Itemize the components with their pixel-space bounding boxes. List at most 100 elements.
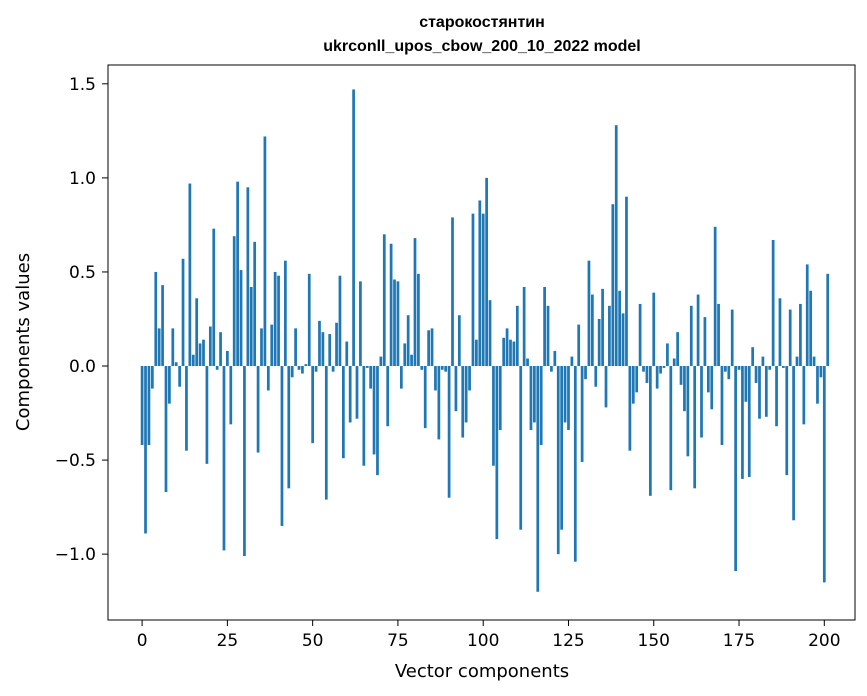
bar-102: [488, 300, 492, 367]
bar-99: [478, 200, 482, 367]
bar-113: [526, 358, 529, 367]
bar-132: [590, 294, 594, 367]
bar-12: [181, 258, 185, 367]
bar-195: [805, 264, 809, 367]
bar-24: [222, 366, 226, 551]
bar-168: [713, 226, 717, 367]
bar-40: [277, 275, 280, 367]
bar-129: [580, 366, 584, 462]
bar-182: [761, 356, 765, 367]
bar-7: [164, 366, 168, 493]
bar-27: [232, 236, 236, 367]
bars-group: [140, 89, 830, 592]
bar-111: [519, 366, 523, 530]
bar-151: [655, 366, 659, 389]
bar-67: [369, 366, 373, 389]
bar-59: [341, 366, 345, 459]
bar-58: [338, 275, 342, 367]
bar-65: [362, 366, 366, 466]
bar-64: [359, 281, 362, 367]
bar-155: [669, 366, 673, 491]
bar-171: [724, 366, 727, 372]
bar-88: [440, 366, 444, 370]
x-axis-label: Vector components: [395, 661, 569, 682]
bar-146: [638, 303, 642, 367]
bar-51: [314, 366, 318, 372]
bar-121: [553, 350, 557, 367]
bar-49: [307, 273, 311, 367]
bar-160: [686, 366, 690, 457]
bar-61: [348, 366, 352, 423]
bar-199: [819, 366, 823, 378]
bar-135: [601, 288, 604, 367]
bar-173: [730, 309, 734, 367]
bar-103: [492, 366, 495, 466]
bar-92: [454, 366, 458, 412]
bar-60: [345, 341, 349, 367]
bar-165: [703, 317, 707, 367]
bar-33: [253, 241, 257, 367]
bar-91: [451, 217, 454, 367]
x-tick-label: 50: [302, 631, 324, 651]
bar-90: [447, 366, 451, 498]
bar-97: [471, 213, 475, 367]
bar-161: [689, 305, 693, 367]
bar-157: [676, 332, 679, 367]
x-tick-label: 25: [217, 631, 239, 651]
bar-150: [652, 292, 656, 367]
bar-183: [764, 366, 768, 417]
bar-22: [215, 366, 219, 370]
bar-86: [434, 366, 437, 391]
bar-93: [457, 315, 461, 367]
bar-178: [747, 366, 751, 478]
bar-152: [659, 366, 662, 374]
bar-56: [331, 366, 335, 372]
chart-title-line1: старокостянтин: [419, 14, 545, 31]
bar-85: [430, 328, 434, 367]
bar-189: [785, 366, 789, 476]
bar-77: [403, 343, 407, 367]
bar-5: [157, 328, 161, 367]
y-tick-label: −0.5: [55, 451, 96, 471]
bar-196: [809, 290, 813, 367]
bar-186: [775, 366, 778, 427]
bar-70: [379, 356, 383, 367]
bar-117: [539, 366, 543, 446]
bar-45: [294, 328, 297, 367]
x-tick-label: 175: [723, 631, 755, 651]
bar-185: [771, 239, 775, 367]
bar-191: [792, 366, 795, 521]
bar-181: [758, 366, 761, 419]
bar-36: [263, 136, 267, 367]
bar-115: [533, 366, 536, 423]
bar-110: [515, 305, 519, 367]
y-axis-ticks: −1.0 −0.5 0.0 0.5 1.0 1.5: [55, 75, 108, 565]
bar-201: [826, 273, 830, 367]
bar-123: [560, 366, 564, 530]
bar-21: [212, 228, 216, 367]
bar-25: [226, 350, 229, 367]
bar-20: [208, 326, 212, 367]
bar-138: [611, 204, 615, 367]
bar-11: [178, 366, 181, 387]
bar-120: [550, 366, 553, 372]
bar-134: [597, 318, 601, 367]
bar-52: [318, 320, 321, 367]
x-tick-label: 0: [137, 631, 148, 651]
y-tick-label: 1.5: [69, 75, 96, 95]
x-tick-label: 100: [467, 631, 499, 651]
bar-144: [631, 366, 635, 404]
bar-98: [475, 339, 478, 367]
bar-17: [198, 343, 202, 367]
bar-41: [280, 366, 284, 526]
bar-62: [352, 89, 355, 367]
bar-100: [481, 213, 485, 367]
y-tick-label: 0.0: [69, 357, 96, 377]
bar-28: [236, 181, 239, 367]
bar-14: [188, 183, 192, 367]
x-axis-ticks: 0 25 50 75 100 125 150 175 200: [137, 620, 841, 651]
bar-44: [290, 366, 294, 378]
bar-131: [587, 260, 591, 367]
bar-3: [150, 366, 154, 389]
